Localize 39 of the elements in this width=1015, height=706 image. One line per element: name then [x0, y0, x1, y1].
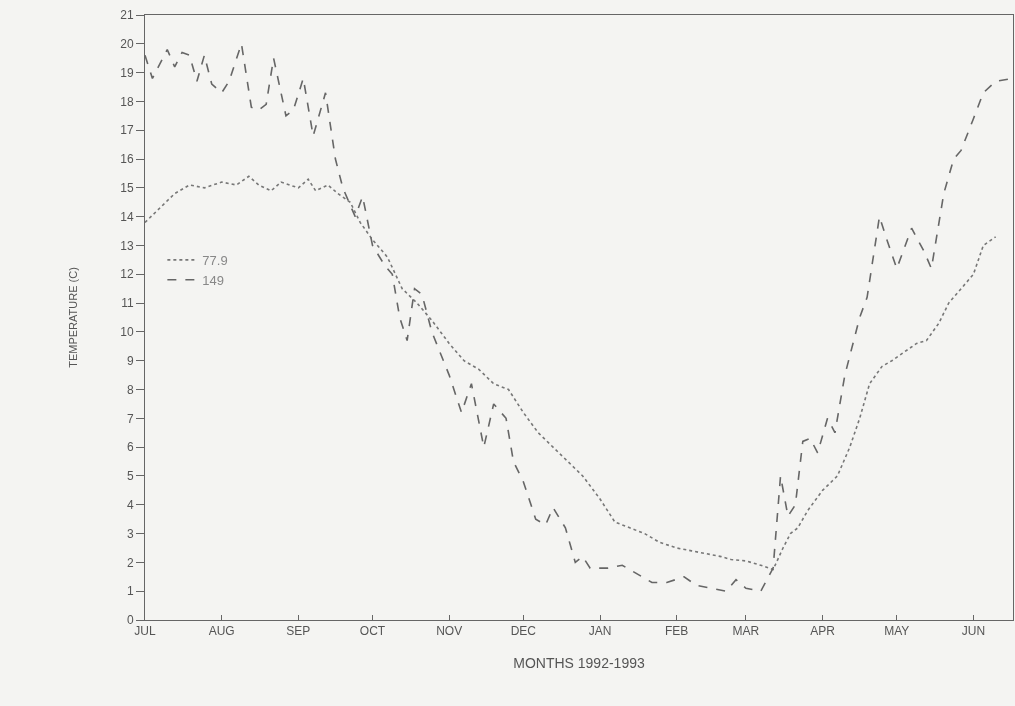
y-tick-label: 4: [126, 497, 134, 512]
y-tick-label: 6: [126, 440, 134, 455]
legend-label: 77.9: [202, 252, 228, 268]
y-tick-label: 7: [126, 411, 134, 426]
y-tick-label: 9: [126, 353, 134, 368]
y-tick-label: 2: [126, 555, 134, 570]
x-tick-label: JUN: [961, 624, 986, 639]
y-tick-label: 10: [120, 325, 134, 340]
x-tick-label: OCT: [359, 624, 386, 639]
y-tick-label: 12: [120, 267, 134, 282]
x-tick-label: AUG: [208, 624, 235, 639]
x-tick-label: SEP: [286, 624, 311, 639]
x-tick-label: APR: [810, 624, 836, 639]
x-tick-label: JUL: [134, 624, 156, 639]
y-tick-label: 20: [120, 37, 134, 52]
y-tick-label: 1: [126, 584, 134, 599]
y-tick-label: 18: [120, 94, 134, 109]
y-tick-label: 3: [126, 526, 134, 541]
y-tick-label: 8: [126, 382, 134, 397]
legend-label: 149: [202, 272, 225, 288]
y-tick-label: 19: [120, 65, 134, 80]
y-tick-label: 21: [120, 8, 134, 23]
x-tick-label: MAY: [884, 624, 910, 639]
y-tick-label: 5: [126, 469, 134, 484]
y-tick-label: 16: [120, 152, 134, 167]
y-tick-label: 13: [120, 238, 134, 253]
y-axis-title: TEMPERATURE (C): [66, 267, 79, 368]
y-tick-label: 14: [120, 209, 134, 224]
x-tick-label: JAN: [588, 624, 612, 639]
y-tick-label: 15: [120, 181, 134, 196]
y-tick-label: 11: [121, 296, 134, 311]
x-tick-label: NOV: [436, 624, 463, 639]
x-tick-label: MAR: [732, 624, 760, 639]
line-series: [145, 175, 997, 571]
x-tick-label: FEB: [665, 624, 689, 639]
x-tick-label: DEC: [510, 624, 537, 639]
y-tick-label: 17: [120, 123, 134, 138]
x-axis-title: MONTHS 1992-1993: [513, 654, 645, 671]
y-tick-label: 0: [126, 613, 134, 628]
